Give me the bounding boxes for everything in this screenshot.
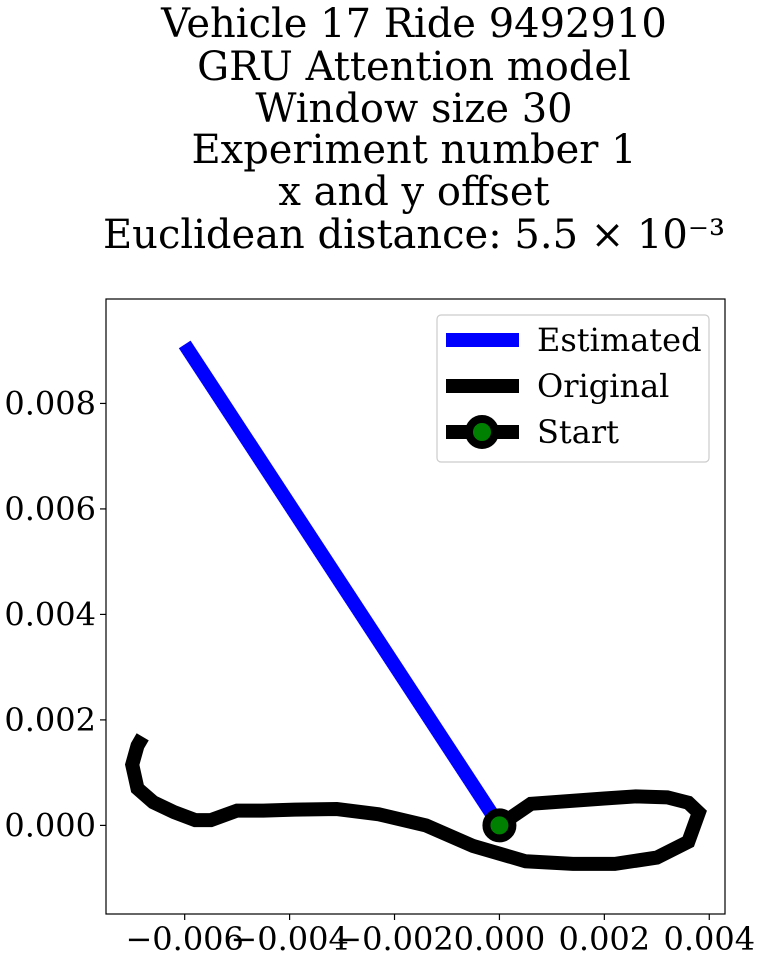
- x-tick-label: 0.004: [663, 920, 755, 958]
- title-line-4: Experiment number 1: [191, 127, 636, 173]
- title-line-1: Vehicle 17 Ride 9492910: [160, 1, 667, 47]
- x-axis: −0.006−0.004−0.002 0.000 0.002 0.004: [125, 914, 755, 958]
- legend: Estimated Original Start: [436, 314, 710, 463]
- y-tick-label: 0.004: [4, 595, 96, 633]
- x-tick-label: −0.002: [335, 920, 453, 958]
- title-line-5: x and y offset: [278, 169, 549, 215]
- series-line-original: [124, 733, 707, 871]
- x-tick-label: 0.002: [559, 920, 651, 958]
- plot-area: [105, 298, 726, 915]
- y-tick-label: 0.000: [4, 806, 96, 844]
- y-tick-label: 0.006: [4, 490, 96, 528]
- title-line-6: Euclidean distance: 5.5 × 10⁻³: [103, 212, 725, 258]
- legend-swatch-start-marker: [465, 415, 499, 449]
- legend-label-original: Original: [537, 367, 669, 405]
- series-line-estimated: [178, 340, 506, 830]
- y-axis: 0.000 0.002 0.004 0.006 0.008: [4, 384, 106, 844]
- title-line-2: GRU Attention model: [197, 44, 631, 90]
- legend-label-start: Start: [537, 413, 619, 451]
- plot-frame: [105, 298, 726, 915]
- chart-title: Vehicle 17 Ride 9492910 GRU Attention mo…: [103, 1, 725, 258]
- x-tick-label: −0.004: [230, 920, 348, 958]
- legend-label-estimated: Estimated: [537, 321, 702, 359]
- y-tick-label: 0.002: [4, 701, 96, 739]
- x-tick-label: 0.000: [454, 920, 546, 958]
- start-point-marker: [482, 808, 517, 843]
- x-tick-label: −0.006: [125, 920, 243, 958]
- y-tick-label: 0.008: [4, 384, 96, 422]
- title-line-3: Window size 30: [255, 86, 572, 132]
